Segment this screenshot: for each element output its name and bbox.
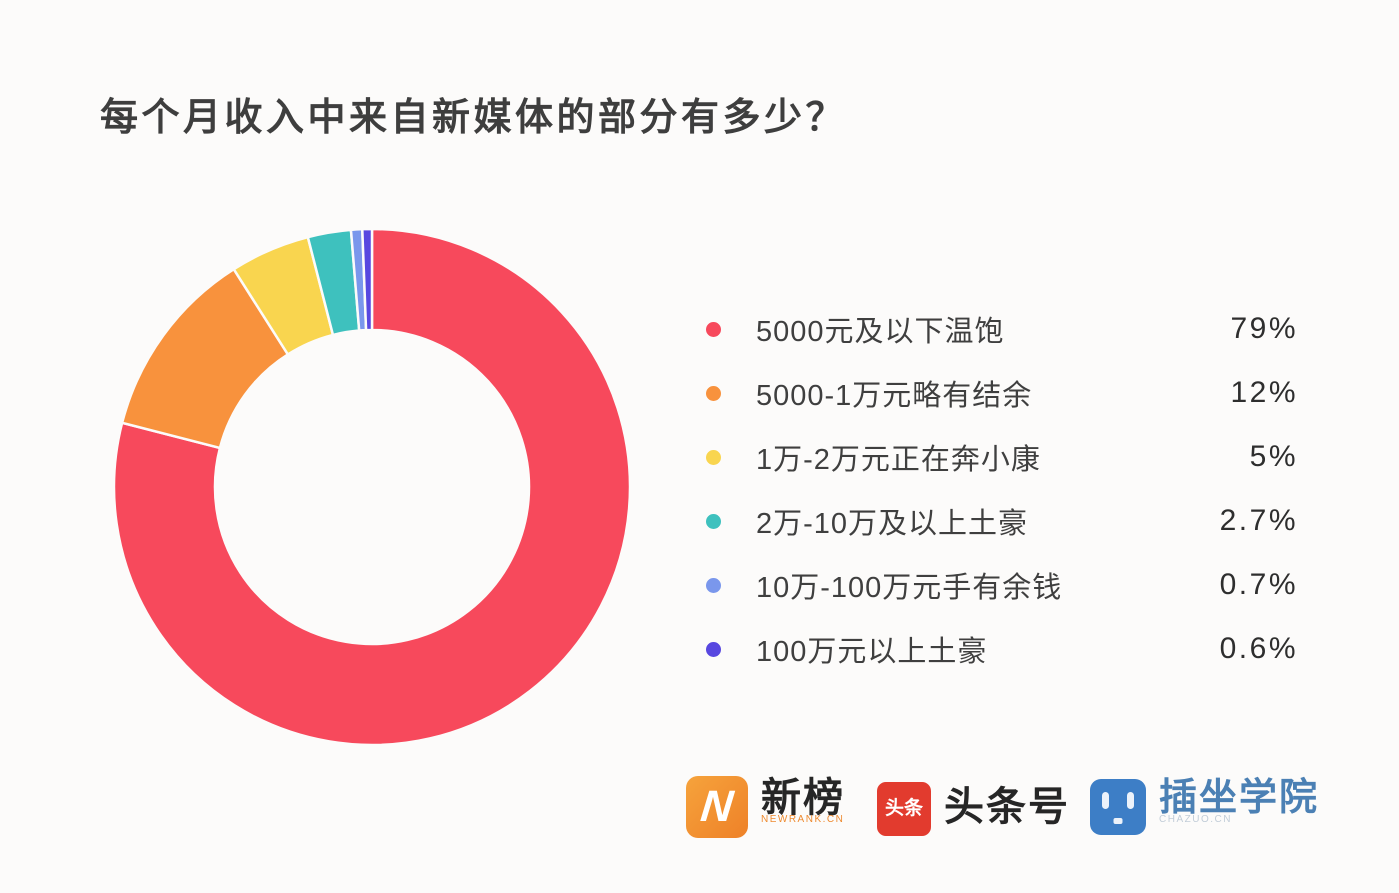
chazuo-logo-sublabel: CHAZUO.CN [1159,814,1232,825]
logo-newrank: N 新榜 NEWRANK.CN [686,776,845,838]
logo-toutiao: 头条 头条号 [877,776,1070,838]
legend-value: 5% [1249,440,1298,473]
legend-label: 5000元及以下温饱 [756,316,1005,348]
legend-label: 2万-10万及以上土豪 [756,508,1029,540]
legend-label: 100万元以上土豪 [756,636,988,668]
chazuo-face-right-eye [1127,792,1134,809]
chazuo-logo-label: 插坐学院 [1159,777,1320,819]
donut-slice [112,227,632,747]
legend-label: 10万-100万元手有余钱 [756,572,1063,604]
logo-chazuo: 插坐学院 CHAZUO.CN [1090,776,1319,835]
newrank-logo-icon: N [686,776,748,838]
legend-dot-icon [706,449,721,465]
donut-slice [360,227,374,332]
toutiao-mark-text: 头条 [884,798,923,820]
legend-item: 5000元及以下温饱 79% [706,297,1298,361]
page-title: 每个月收入中来自新媒体的部分有多少？ [100,97,848,139]
chazuo-face-left-eye [1102,792,1109,809]
legend-dot-icon [706,385,721,401]
chart-legend: 5000元及以下温饱 79% 5000-1万元略有结余 12% 1万-2万元正在奔小康 5… [706,297,1298,681]
legend-item: 1万-2万元正在奔小康 5% [706,425,1298,489]
legend-value: 0.7% [1219,568,1298,601]
legend-label: 1万-2万元正在奔小康 [756,444,1041,476]
newrank-logo-sublabel: NEWRANK.CN [761,814,845,825]
legend-value: 12% [1230,376,1298,409]
newrank-mark-letter: N [698,782,736,831]
legend-value: 79% [1230,312,1298,345]
legend-label: 5000-1万元略有结余 [756,380,1033,412]
legend-dot-icon [706,641,721,657]
toutiao-logo-icon: 头条 [877,782,931,836]
chazuo-face-mouth [1113,818,1123,824]
legend-item: 10万-100万元手有余钱 0.7% [706,553,1298,617]
legend-dot-icon [706,513,721,529]
legend-item: 5000-1万元略有结余 12% [706,361,1298,425]
legend-dot-icon [706,577,721,593]
chazuo-robot-face-icon [1090,779,1146,835]
legend-item: 100万元以上土豪 0.6% [706,617,1298,681]
legend-item: 2万-10万及以上土豪 2.7% [706,489,1298,553]
legend-value: 0.6% [1219,632,1298,665]
legend-dot-icon [706,321,721,337]
donut-chart [112,227,632,747]
toutiao-logo-label: 头条号 [944,785,1070,829]
footer-logos: N 新榜 NEWRANK.CN 头条 头条号 插坐学院 CHAZU [686,776,1319,838]
newrank-logo-label: 新榜 [761,776,845,820]
legend-value: 2.7% [1219,504,1298,537]
